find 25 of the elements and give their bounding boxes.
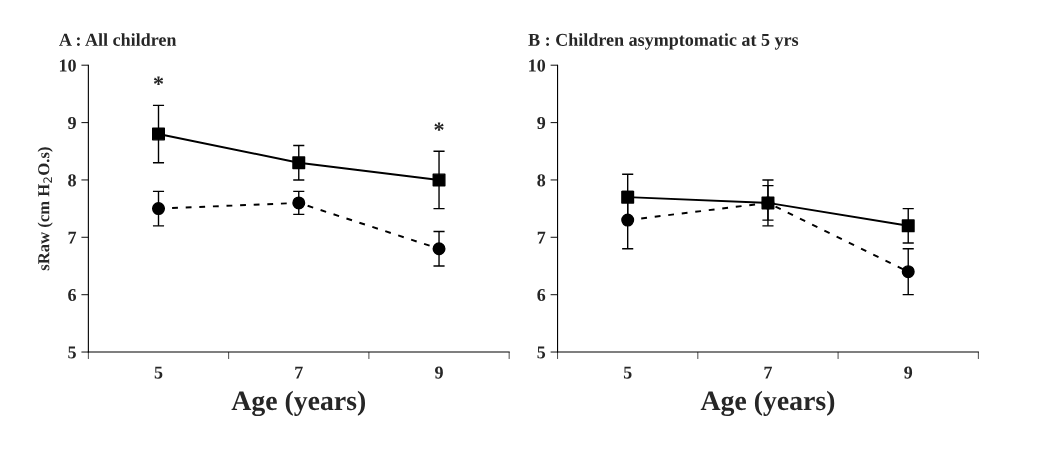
y-tick-label: 10 [59, 59, 76, 72]
x-tick-label: 7 [764, 366, 773, 379]
y-tick-label: 5 [68, 346, 76, 359]
y-axis-title: sRaw (cm H$_{2}$O.s) [37, 147, 53, 271]
y-tick-label: 7 [537, 231, 546, 244]
chart-title: B : Children asymptomatic at 5 yrs [528, 33, 799, 50]
y-tick-label: 9 [537, 116, 546, 130]
y-tick-label: 6 [68, 288, 77, 302]
chart-title: A : All children [59, 33, 177, 47]
annotation: * [153, 76, 164, 85]
annotation: * [434, 122, 444, 131]
y-tick-label: 8 [68, 174, 76, 187]
y-tick-label: 9 [68, 116, 76, 130]
y-tick-label: 6 [537, 288, 546, 302]
y-tick-label: 5 [537, 346, 546, 359]
x-tick-label: 5 [154, 366, 163, 379]
x-tick-label: 5 [623, 366, 632, 379]
x-axis-title: Age (years) [231, 390, 366, 417]
y-tick-label: 7 [68, 231, 77, 244]
y-tick-label: 8 [537, 174, 546, 187]
x-tick-label: 9 [904, 366, 913, 379]
x-tick-label: 7 [295, 366, 303, 379]
x-tick-label: 9 [435, 366, 443, 379]
y-tick-label: 10 [529, 59, 546, 72]
x-axis-title: Age (years) [700, 390, 835, 417]
